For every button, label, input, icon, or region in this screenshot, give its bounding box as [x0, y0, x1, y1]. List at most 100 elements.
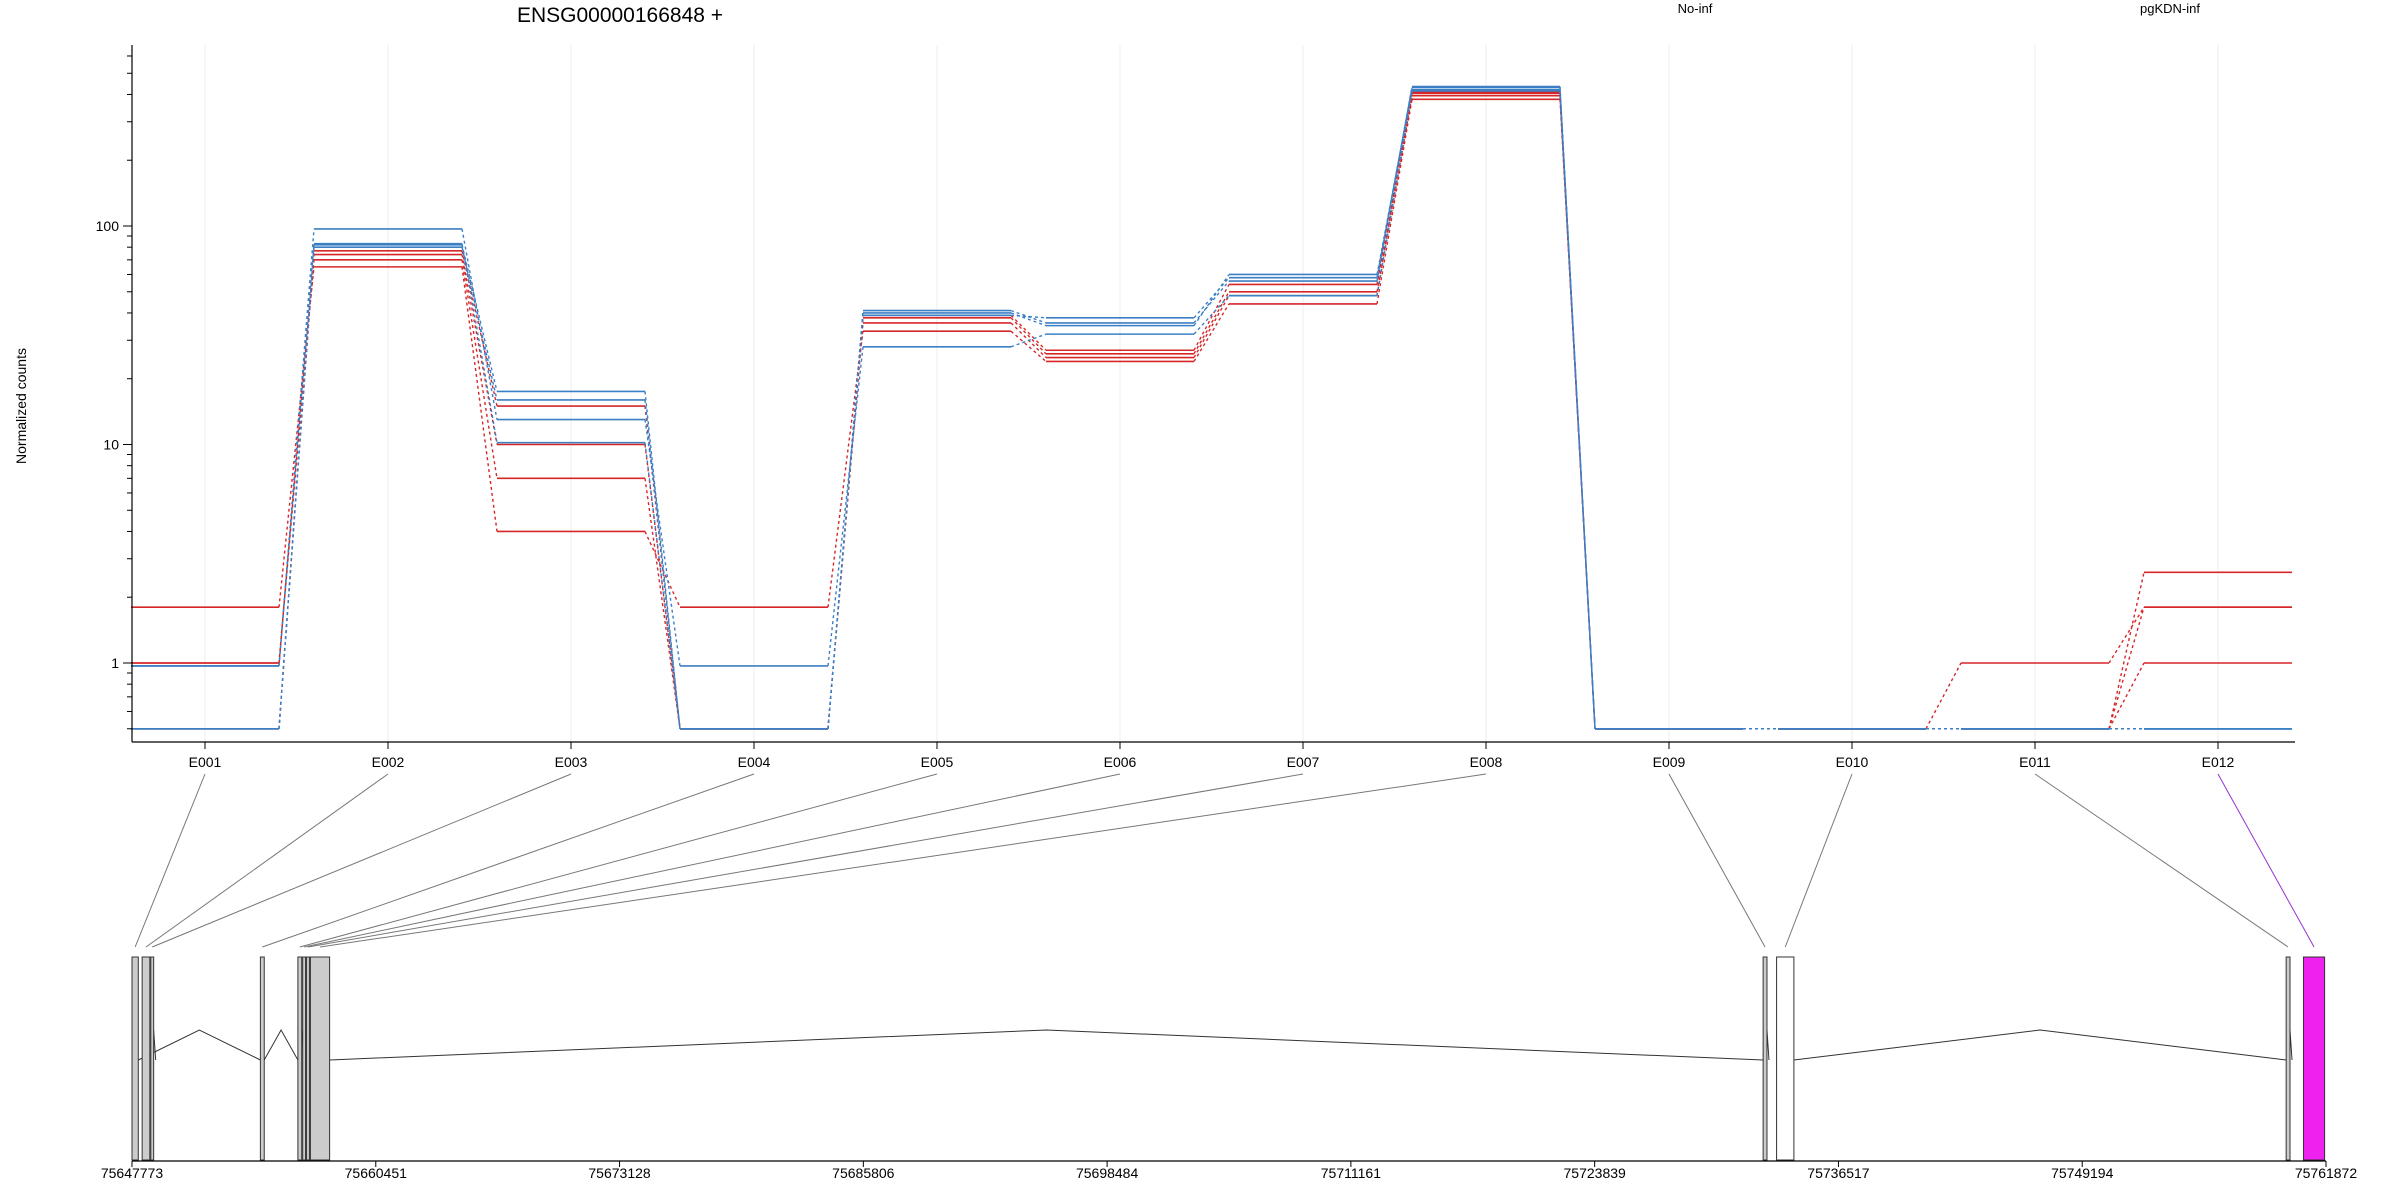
exon-box-e009	[1762, 956, 1768, 1161]
series-5-connector-7	[1376, 90, 1413, 296]
series-3-connector-1	[278, 254, 315, 664]
x-tick-label-e012: E012	[2202, 754, 2235, 770]
exon-box-e002	[141, 956, 151, 1161]
series-7-connector-6	[1193, 274, 1230, 327]
series-3	[131, 92, 2292, 730]
x-tick-label-e005: E005	[921, 754, 954, 770]
series-1-connector-2	[461, 266, 498, 532]
series-6-connector-6	[1193, 277, 1230, 319]
series-4-connector-6	[1193, 284, 1230, 351]
series-8	[131, 85, 2292, 730]
connector-e006	[304, 773, 1121, 948]
connector-e004	[262, 773, 755, 948]
series-2	[131, 94, 2292, 730]
series-8-connector-5	[1010, 309, 1047, 324]
exon-box-e012	[2302, 956, 2326, 1161]
series-7-connector-1	[278, 247, 315, 729]
series-5-connector-4	[827, 346, 864, 666]
exon-box-e011	[2285, 956, 2291, 1161]
connector-e010	[1784, 773, 1853, 948]
axes: 1 10 100 E001 E002 E003 E004 E005 E006 E007 E008 E0…	[96, 45, 2295, 770]
series-6-connector-2	[461, 244, 498, 392]
exon-box-e008	[309, 956, 331, 1161]
exon-connectors	[134, 773, 2315, 948]
series-4-connector-2	[461, 250, 498, 407]
connector-e009	[1668, 773, 1766, 948]
series-6	[131, 86, 2292, 730]
series-8-connector-3	[644, 442, 681, 729]
exon-box-e006	[302, 956, 307, 1161]
genomic-tick-label-5: 75698484	[1076, 1165, 1139, 1181]
x-tick-label-e002: E002	[372, 754, 405, 770]
series-lines	[131, 85, 2292, 730]
series-5	[131, 90, 2292, 730]
series-1-connector-6	[1193, 303, 1230, 362]
series-2-connector-11	[2108, 606, 2145, 664]
series-7-connector-5	[1010, 312, 1047, 327]
genomic-tick-label-6: 75711161	[1321, 1165, 1381, 1181]
series-1	[131, 98, 2292, 730]
series-2-connector-10	[1925, 662, 1962, 730]
x-tick-label-e011: E011	[2019, 754, 2051, 770]
series-7-connector-2	[461, 247, 498, 401]
genomic-tick-label-10: 75761872	[2295, 1165, 2358, 1181]
y-axis-label: Normalized counts	[13, 348, 29, 464]
x-tick-label-e006: E006	[1104, 754, 1137, 770]
series-8-connector-2	[461, 243, 498, 443]
connector-e011	[2034, 773, 2289, 948]
series-1-connector-11	[2108, 662, 2145, 730]
x-tick-label-e010: E010	[1836, 754, 1869, 770]
chart-title: ENSG00000166848 +	[517, 4, 723, 27]
y-tick-label-100: 100	[96, 218, 120, 234]
connector-e002	[145, 773, 389, 948]
series-2-connector-6	[1193, 295, 1230, 358]
series-5-connector-1	[278, 228, 315, 666]
series-8-connector-8	[1559, 86, 1596, 729]
intron-4	[1793, 1029, 2287, 1061]
series-6-connector-3	[644, 391, 681, 729]
connector-e012	[2217, 773, 2315, 948]
connector-e001	[134, 773, 206, 948]
intron-1	[138, 1029, 261, 1061]
series-4-connector-7	[1376, 91, 1413, 285]
series-4	[131, 91, 2292, 730]
x-tick-label-e009: E009	[1653, 754, 1686, 770]
series-1-connector-4	[827, 331, 864, 608]
series-1-connector-1	[278, 266, 315, 608]
series-1-connector-5	[1010, 330, 1047, 362]
y-tick-label-1: 1	[111, 655, 119, 671]
series-6-connector-7	[1376, 87, 1413, 278]
series-3-connector-5	[1010, 317, 1047, 355]
series-5-connector-5	[1010, 333, 1047, 348]
x-tick-label-e004: E004	[738, 754, 771, 770]
series-4-connector-1	[278, 250, 315, 729]
exon-box-e010	[1776, 956, 1795, 1161]
series-2-connector-3	[644, 478, 681, 729]
x-tick-label-e001: E001	[189, 754, 222, 770]
x-tick-label-e008: E008	[1470, 754, 1503, 770]
connector-e003	[152, 773, 572, 948]
series-2-connector-2	[461, 259, 498, 479]
legend-label-pgkdn-inf: pgKDN-inf	[2140, 1, 2200, 16]
genomic-tick-label-9: 75749194	[2051, 1165, 2114, 1181]
series-8-connector-1	[278, 243, 315, 666]
series-4-connector-5	[1010, 314, 1047, 351]
vertical-gridlines	[204, 45, 2219, 742]
series-1-connector-3	[644, 531, 681, 608]
series-8-connector-4	[827, 310, 864, 729]
gene-model: 75647773 75660451 75673128 75685806 75698484…	[101, 956, 2358, 1181]
exon-box-e001	[131, 956, 139, 1161]
genomic-tick-label-4: 75685806	[832, 1165, 895, 1181]
legend-label-no-inf: No-inf	[1678, 1, 1713, 16]
series-7-connector-3	[644, 399, 681, 729]
series-8-connector-7	[1376, 86, 1413, 282]
x-tick-label-e007: E007	[1287, 754, 1320, 770]
genomic-tick-label-8: 75736517	[1807, 1165, 1870, 1181]
x-tick-label-e003: E003	[555, 754, 588, 770]
exon-box-e004	[259, 956, 265, 1161]
series-3-connector-11	[2108, 607, 2145, 729]
series-4-connector-11	[2108, 572, 2145, 729]
intron-3	[329, 1029, 1764, 1061]
series-5-connector-6	[1193, 295, 1230, 335]
series-3-connector-2	[461, 254, 498, 445]
